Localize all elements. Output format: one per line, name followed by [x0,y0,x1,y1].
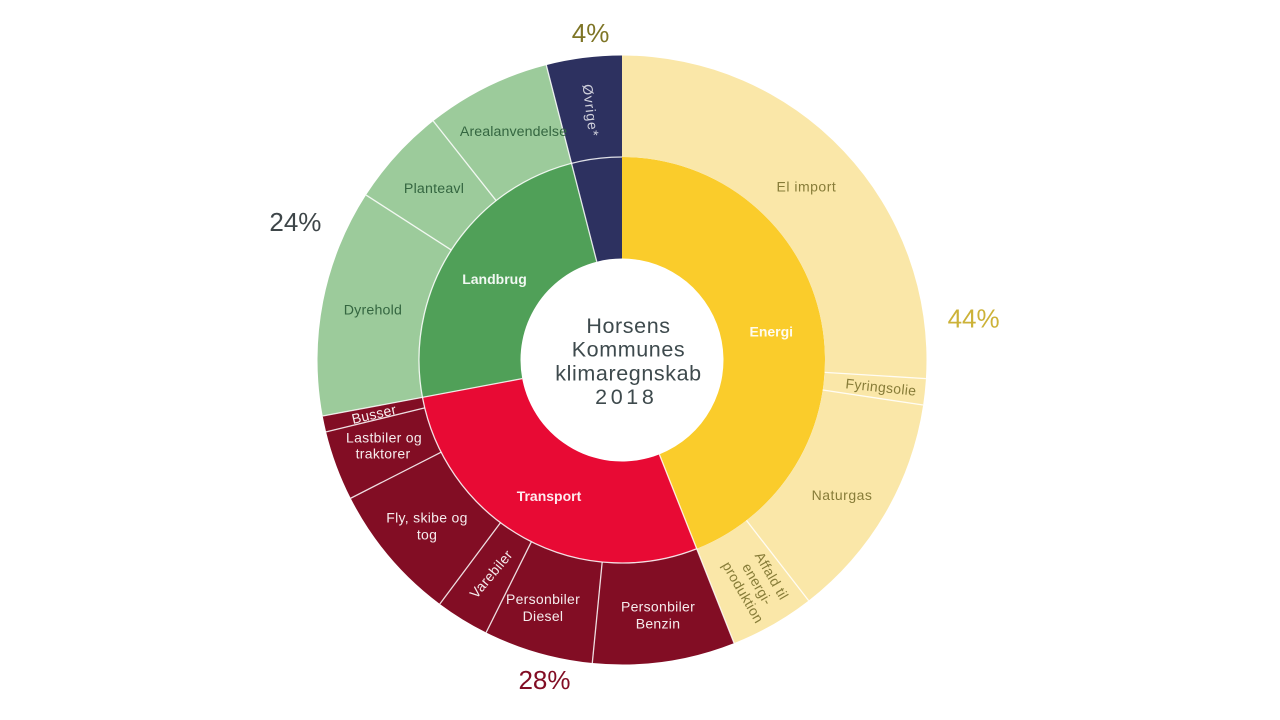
svg-text:44%: 44% [948,303,1000,333]
svg-text:Arealanvendelse: Arealanvendelse [460,124,567,140]
svg-text:Energi: Energi [750,324,794,340]
svg-text:Lastbiler og: Lastbiler og [346,430,422,446]
svg-text:Kommunes: Kommunes [572,338,686,362]
svg-text:Diesel: Diesel [523,608,564,624]
svg-text:Horsens: Horsens [586,314,670,338]
svg-text:Personbiler: Personbiler [621,599,695,615]
svg-text:Fly, skibe og: Fly, skibe og [386,510,467,526]
svg-text:28%: 28% [518,665,570,695]
svg-text:Dyrehold: Dyrehold [344,303,402,319]
svg-text:Planteavl: Planteavl [404,181,464,197]
svg-text:Øvrige*: Øvrige* [580,83,603,138]
svg-text:tog: tog [417,527,437,543]
svg-text:El import: El import [777,179,837,195]
svg-text:klimaregnskab: klimaregnskab [555,361,701,385]
svg-text:Benzin: Benzin [636,616,681,632]
svg-text:traktorer: traktorer [356,446,411,462]
svg-text:2018: 2018 [595,385,657,409]
svg-text:24%: 24% [269,207,321,237]
svg-text:4%: 4% [572,18,610,48]
svg-text:Fyringsolie: Fyringsolie [845,375,917,398]
svg-text:Naturgas: Naturgas [812,487,873,503]
svg-text:Landbrug: Landbrug [462,271,527,287]
svg-text:Transport: Transport [517,488,582,504]
svg-text:Personbiler: Personbiler [506,591,580,607]
